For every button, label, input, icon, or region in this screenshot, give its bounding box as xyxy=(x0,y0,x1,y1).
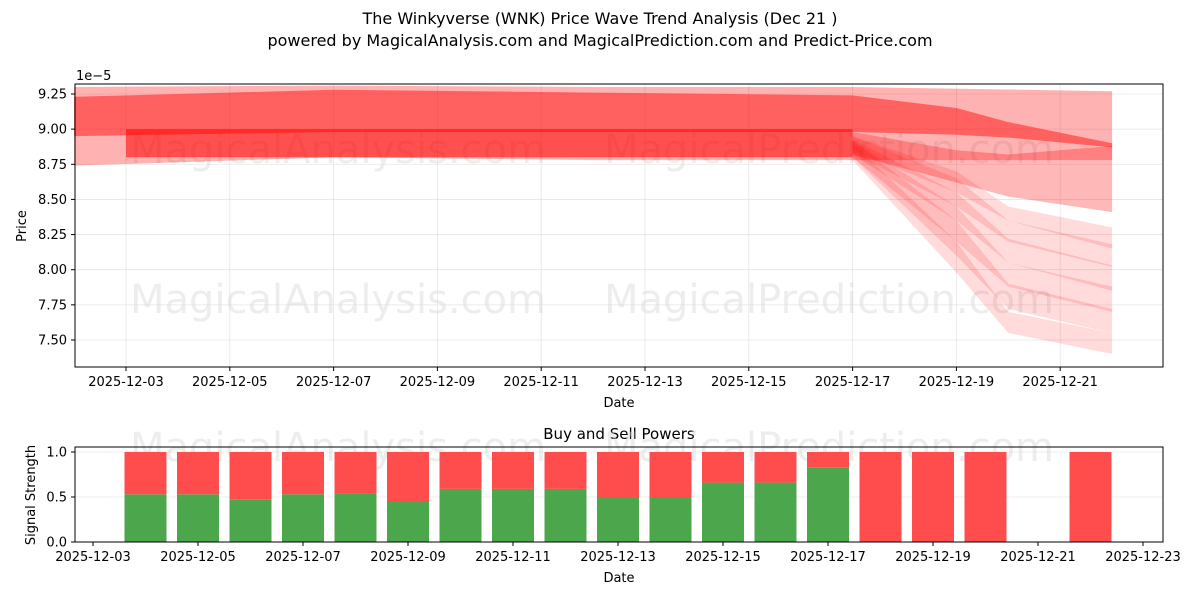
y-tick-label: 8.75 xyxy=(38,158,67,173)
price-band xyxy=(852,140,1113,333)
y-tick-label: 9.25 xyxy=(38,88,67,103)
sell-bar xyxy=(859,452,902,542)
price-wave-plot: MagicalAnalysis.com MagicalPrediction.com… xyxy=(15,69,1164,411)
x-tick-label: 2025-12-19 xyxy=(919,375,995,390)
x-tick-label: 2025-12-17 xyxy=(790,550,866,565)
x-tick-label: 2025-12-13 xyxy=(607,375,683,390)
sell-bar xyxy=(1069,452,1112,542)
price-band xyxy=(852,143,1113,355)
buy-bar xyxy=(492,488,534,542)
sell-bar xyxy=(124,452,167,495)
x-tick-label: 2025-12-17 xyxy=(815,375,891,390)
y-scale-label: 1e−5 xyxy=(76,69,111,84)
bar-x-axis: 2025-12-03 2025-12-05 2025-12-07 2025-12-09… xyxy=(55,542,1181,565)
buy-bar xyxy=(544,488,587,542)
price-band xyxy=(74,89,1113,148)
sell-bar xyxy=(597,452,639,497)
y-tick-label: 8.50 xyxy=(38,193,67,208)
chart-subtitle: powered by MagicalAnalysis.com and Magic… xyxy=(267,31,933,50)
x-tick-label: 2025-12-05 xyxy=(160,550,236,565)
x-tick-label: 2025-12-07 xyxy=(265,550,341,565)
sell-bar xyxy=(387,452,429,502)
x-tick-label: 2025-12-03 xyxy=(55,550,131,565)
y-tick-label: 1.0 xyxy=(46,446,67,461)
main-y-axis: 7.50 7.75 8.00 8.25 8.50 8.75 9.00 9.25 xyxy=(38,88,75,348)
y-tick-label: 7.50 xyxy=(38,333,67,348)
price-band xyxy=(852,140,1113,312)
sell-bar xyxy=(439,452,482,489)
buy-bar xyxy=(387,501,429,542)
main-y-axis-label: Price xyxy=(15,210,30,242)
x-tick-label: 2025-12-21 xyxy=(1022,375,1098,390)
sell-bar xyxy=(649,452,692,497)
y-tick-label: 9.00 xyxy=(38,123,67,138)
x-tick-label: 2025-12-09 xyxy=(400,375,476,390)
y-tick-label: 0.5 xyxy=(46,491,67,506)
buy-bar xyxy=(124,494,167,542)
bar-axes-frame xyxy=(74,446,1164,543)
buy-bar xyxy=(597,497,639,542)
x-tick-label: 2025-12-03 xyxy=(88,375,164,390)
sell-bar xyxy=(282,452,324,495)
bar-chart-title: Buy and Sell Powers xyxy=(543,425,695,443)
x-tick-label: 2025-12-23 xyxy=(1105,550,1181,565)
sell-bar xyxy=(912,452,954,542)
y-tick-label: 8.00 xyxy=(38,263,67,278)
buy-bar xyxy=(439,488,482,542)
buy-bar xyxy=(229,499,272,542)
sell-bar xyxy=(702,452,744,483)
x-tick-label: 2025-12-11 xyxy=(475,550,551,565)
price-band xyxy=(852,131,1113,213)
x-tick-label: 2025-12-09 xyxy=(370,550,446,565)
x-tick-label: 2025-12-19 xyxy=(895,550,971,565)
buy-bar xyxy=(282,494,324,542)
watermark-text: MagicalPrediction.com xyxy=(604,277,1054,323)
bar-y-axis: 0.0 0.5 1.0 xyxy=(46,446,75,551)
x-tick-label: 2025-12-11 xyxy=(503,375,579,390)
x-tick-label: 2025-12-07 xyxy=(296,375,372,390)
bar-x-axis-label: Date xyxy=(603,571,634,586)
bar-y-axis-label: Signal Strength xyxy=(24,445,39,545)
main-axes-frame xyxy=(74,83,1164,368)
buy-bar xyxy=(334,493,377,542)
price-band xyxy=(852,138,1113,291)
buy-bar xyxy=(754,482,797,542)
watermark-text: MagicalAnalysis.com xyxy=(130,277,546,323)
buy-bar xyxy=(807,467,849,542)
sell-bar xyxy=(964,452,1007,542)
x-tick-label: 2025-12-13 xyxy=(580,550,656,565)
signal-bars xyxy=(124,452,1112,542)
x-tick-label: 2025-12-05 xyxy=(192,375,268,390)
y-tick-label: 0.0 xyxy=(46,536,67,551)
sell-bar xyxy=(492,452,534,489)
x-tick-label: 2025-12-15 xyxy=(685,550,761,565)
price-band xyxy=(852,136,1113,267)
buy-sell-plot: Buy and Sell Powers MagicalAnalysis.com M… xyxy=(24,425,1181,586)
sell-bar xyxy=(754,452,797,483)
buy-bar xyxy=(702,482,744,542)
y-tick-label: 7.75 xyxy=(38,298,67,313)
main-x-axis-label: Date xyxy=(603,396,634,411)
sell-bar xyxy=(544,452,587,489)
price-band xyxy=(852,136,1113,249)
sell-bar xyxy=(229,452,272,500)
sell-bar xyxy=(334,452,377,494)
y-tick-label: 8.25 xyxy=(38,228,67,243)
x-tick-label: 2025-12-21 xyxy=(1000,550,1076,565)
x-tick-label: 2025-12-15 xyxy=(711,375,787,390)
price-bands xyxy=(74,85,1113,355)
buy-bar xyxy=(649,497,692,542)
main-x-axis: 2025-12-03 2025-12-05 2025-12-07 2025-12-09… xyxy=(88,367,1098,390)
sell-bar xyxy=(807,452,849,468)
price-band xyxy=(126,129,853,158)
chart-title: The Winkyverse (WNK) Price Wave Trend An… xyxy=(362,9,838,28)
sell-bar xyxy=(177,452,219,495)
buy-bar xyxy=(177,494,219,542)
